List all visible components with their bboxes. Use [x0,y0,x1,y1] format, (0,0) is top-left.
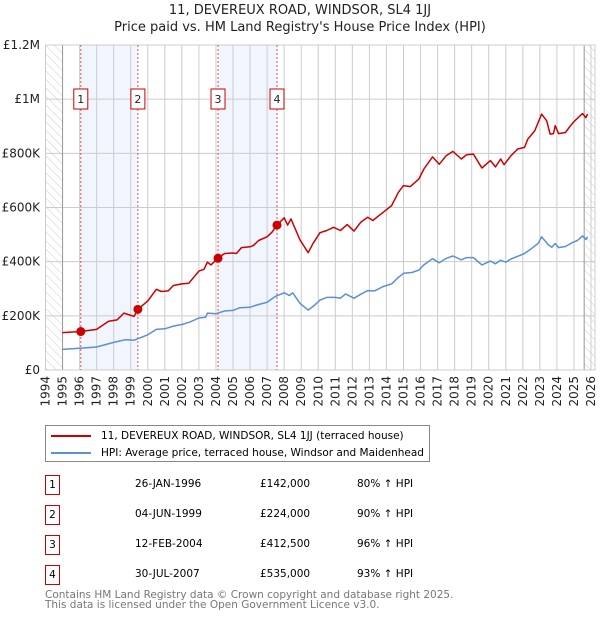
sale-hpi: 90% ↑ HPI [357,508,414,520]
sale-price: £142,000 [260,478,311,490]
x-tick-label: 1995 [56,376,70,407]
x-tick-label: 2008 [277,376,291,407]
x-tick-label: 2024 [550,376,564,407]
sale-point [76,327,86,337]
x-tick-label: 2014 [379,376,393,407]
y-tick-label: £400K [2,255,42,269]
sale-label: 4 [273,93,280,106]
sale-label: 2 [134,93,141,106]
x-tick-label: 2015 [396,376,410,407]
footer: Contains HM Land Registry data © Crown c… [45,589,454,611]
y-tick-label: £1.2M [3,38,40,52]
x-tick-label: 2018 [448,376,462,407]
x-tick-label: 1998 [107,376,121,407]
legend-swatch [51,435,91,437]
x-tick-label: 2012 [345,376,359,407]
x-tick-label: 2020 [482,376,496,407]
x-tick-label: 1999 [124,376,138,407]
legend-swatch [51,452,91,454]
sale-point [133,304,143,314]
sale-label-box [73,88,89,110]
sale-date: 04-JUN-1999 [135,508,202,520]
x-tick-label: 2021 [499,376,513,407]
sale-date: 26-JAN-1996 [135,478,202,490]
x-tick-label: 2001 [158,376,172,407]
x-tick-label: 2002 [175,376,189,407]
x-tick-label: 2000 [141,376,155,407]
y-tick-label: £200K [2,309,42,323]
legend-label: HPI: Average price, terraced house, Wind… [101,447,424,459]
x-tick-label: 2005 [226,376,240,407]
chart-subtitle: Price paid vs. HM Land Registry's House … [114,20,486,35]
chart-title: 11, DEVEREUX ROAD, WINDSOR, SL4 1JJ [168,3,432,18]
sale-price: £224,000 [260,508,311,520]
legend-item-hpi: HPI: Average price, terraced house, Wind… [51,447,424,459]
x-tick-label: 2009 [294,376,308,407]
x-tick-label: 1997 [90,376,104,407]
footer-line: Contains HM Land Registry data © Crown c… [45,589,454,601]
x-tick-label: 2026 [584,376,598,407]
x-tick-label: 2017 [431,376,445,407]
sale-hpi: 93% ↑ HPI [357,568,414,580]
y-tick-label: £1M [14,92,40,106]
legend-label: 11, DEVEREUX ROAD, WINDSOR, SL4 1JJ (ter… [101,430,404,442]
x-tick-label: 2016 [414,376,428,407]
table-row: 2 04-JUN-1999 £224,000 90% ↑ HPI [45,505,465,525]
table-row: 4 30-JUL-2007 £535,000 93% ↑ HPI [45,565,465,585]
sale-date: 12-FEB-2004 [135,538,203,550]
sale-hpi: 80% ↑ HPI [357,478,414,490]
price-chart: 1994 1995 1996 1997 1998 1999 2000 2001 2002 2003… [2,38,598,407]
sale-number: 3 [45,535,60,555]
sale-hpi: 96% ↑ HPI [357,538,414,550]
sale-number: 2 [45,505,60,525]
x-tick-label: 2025 [567,376,581,407]
sale-point [213,253,223,263]
sale-label-box [210,88,226,110]
x-tick-label: 2010 [311,376,325,407]
sale-label-box [130,88,146,110]
sale-price: £535,000 [260,568,311,580]
plot-frame [45,44,596,371]
x-tick-label: 2023 [533,376,547,407]
sale-price: £412,500 [260,538,311,550]
sale-label: 3 [215,93,222,106]
x-tick-label: 2006 [243,376,257,407]
sale-point [272,220,282,230]
sale-label-box [269,88,285,110]
x-tick-label: 2013 [362,376,376,407]
table-row: 3 12-FEB-2004 £412,500 96% ↑ HPI [45,535,465,555]
table-row: 1 26-JAN-1996 £142,000 80% ↑ HPI [45,475,465,495]
series-line [62,235,589,351]
footer-line: This data is licensed under the Open Gov… [45,599,380,611]
x-tick-label: 2004 [209,376,223,407]
y-tick-label: £0 [25,363,40,377]
series-line [62,112,589,334]
x-tick-label: 2011 [328,376,342,407]
x-tick-label: 2007 [260,376,274,407]
legend: 11, DEVEREUX ROAD, WINDSOR, SL4 1JJ (ter… [45,425,430,462]
sale-date: 30-JUL-2007 [135,568,200,580]
x-tick-label: 1994 [39,376,53,407]
sale-label: 1 [77,93,84,106]
y-tick-label: £800K [2,146,42,160]
y-tick-label: £600K [2,201,42,215]
sale-number: 1 [45,475,60,495]
x-tick-label: 2003 [192,376,206,407]
x-tick-label: 2022 [516,376,530,407]
legend-item-property: 11, DEVEREUX ROAD, WINDSOR, SL4 1JJ (ter… [51,430,404,442]
x-tick-label: 2019 [465,376,479,407]
x-tick-label: 1996 [73,376,87,407]
sale-number: 4 [45,565,60,585]
